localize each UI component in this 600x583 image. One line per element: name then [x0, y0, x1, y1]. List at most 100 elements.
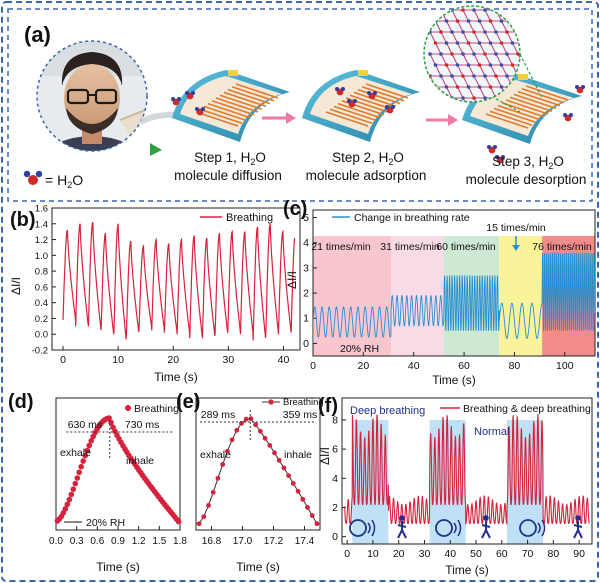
panel-e-point [262, 435, 268, 441]
panel-d-exhale: exhale [60, 447, 91, 459]
water-molecule-icon [23, 170, 43, 185]
walker-body [573, 521, 583, 539]
panel-d-point [82, 452, 88, 459]
panel-b-ytick-label: 0.8 [35, 267, 48, 278]
lattice-bond [446, 64, 453, 77]
lattice-bond [451, 75, 458, 88]
panel-e-point [229, 437, 235, 443]
panel-a-label: (a) [24, 22, 51, 47]
panel-e-point [201, 514, 207, 519]
lattice-node [522, 41, 526, 45]
electrode-finger [203, 105, 247, 122]
head-outline [349, 519, 367, 537]
lattice-bond [435, 64, 442, 77]
electrode-finger [337, 102, 381, 119]
hydrogen-atom [177, 97, 181, 101]
panel-d-xtick-label: 1.8 [173, 536, 187, 547]
lattice-node [477, 41, 482, 45]
lattice-node [510, 63, 515, 67]
lattice-bond [484, 31, 491, 44]
lattice-bond [479, 20, 486, 33]
lattice-node [461, 96, 465, 100]
panel-c-band [499, 236, 543, 356]
electrode-finger [525, 85, 569, 101]
lattice-bond [524, 21, 530, 32]
electrode-finger [195, 111, 239, 127]
hydrogen-atom [335, 87, 339, 91]
lattice-bond [457, 20, 464, 33]
panel-f-ytick-label: 8 [332, 414, 338, 426]
panel-b-ticks: 0 10 20 30 40 -0.2 0.0 0.2 0.4 0.6 0.8 1.0 1.2 1.4 1.6 [32, 204, 290, 367]
lattice-bond [446, 20, 453, 33]
lattice-node [499, 85, 504, 89]
lattice-bond [440, 75, 447, 88]
lattice-node [499, 41, 504, 45]
lattice-node [494, 74, 498, 78]
lattice-node [499, 19, 504, 23]
panel-c-ytick-label: 0 [303, 338, 309, 350]
panel-f-xtick-label: 70 [522, 548, 534, 560]
panel-e-point [248, 416, 254, 422]
lattice-node [483, 52, 487, 56]
step1-line2: molecule diffusion [174, 168, 282, 183]
panel-c-xtick-label: 80 [509, 360, 521, 372]
panel-c-rate-label: 76 times/min [532, 241, 592, 253]
panel-f-xtick-label: 0 [344, 548, 350, 560]
lattice-node [510, 41, 515, 45]
hydrogen-atom [185, 91, 189, 95]
panel-e-inhale: inhale [284, 449, 312, 461]
electrode-finger [231, 86, 275, 102]
panel-e-point [286, 473, 291, 478]
panel-b-xtick-label: 30 [223, 354, 235, 366]
lattice-bond [462, 31, 469, 44]
panel-e-xtick-label: 17.4 [295, 536, 315, 547]
hydrogen-atom [195, 107, 199, 111]
lattice-node [439, 52, 443, 56]
hydrogen-atom [487, 145, 491, 149]
lattice-node [466, 63, 471, 67]
electrode-finger [361, 86, 405, 102]
electrode-finger [325, 111, 369, 127]
lattice-node [488, 19, 493, 23]
panel-f-person-icons [349, 515, 583, 539]
panel-d-point [88, 438, 94, 444]
panel-e-point [276, 457, 282, 463]
electrode-finger [357, 88, 401, 105]
panel-c-xtick-label: 0 [310, 360, 316, 372]
electrode-finger [199, 108, 243, 124]
panel-e-point [234, 427, 240, 433]
legend-h2o: = H2O [45, 172, 83, 190]
panel-d-right-ms: 730 ms [125, 419, 159, 431]
panel-e-point [300, 496, 306, 502]
panel-f-xtick-label: 20 [393, 548, 405, 560]
panel-e-point [267, 443, 273, 448]
panel-e-point [314, 521, 320, 527]
electrode-finger [207, 102, 251, 119]
lattice-node [466, 85, 471, 89]
device-step2 [302, 70, 420, 142]
lattice-node [488, 63, 493, 67]
panel-f-legend: Breathing & deep breathing [463, 403, 591, 415]
lattice-node [455, 41, 460, 45]
lattice-bond [517, 53, 520, 66]
lattice-node [450, 74, 454, 78]
panel-f-xtick-label: 90 [573, 548, 585, 560]
panel-f-curve [344, 413, 590, 526]
lattice-node [472, 74, 476, 78]
lattice-bond [468, 64, 475, 77]
panel-d-annotations: 630 ms 730 ms exhale inhale 20% RH [60, 419, 174, 529]
hydrogen-atom [385, 105, 389, 109]
lattice-bond [473, 75, 480, 88]
electrode-finger [513, 93, 557, 110]
walker-head [575, 515, 581, 521]
panel-f-ticks: 0 10 20 30 40 50 60 70 80 90 0 2 4 6 8 [332, 414, 585, 560]
lattice-node [461, 8, 465, 12]
lattice-bond [457, 86, 464, 99]
step3-line1: Step 3, H2O [492, 154, 564, 171]
electrode-finger [333, 105, 377, 122]
panel-e-label: (e) [176, 391, 200, 413]
panel-b-ytick-label: 1.6 [35, 204, 48, 215]
panel-d-xtick-label: 1.5 [152, 536, 166, 547]
